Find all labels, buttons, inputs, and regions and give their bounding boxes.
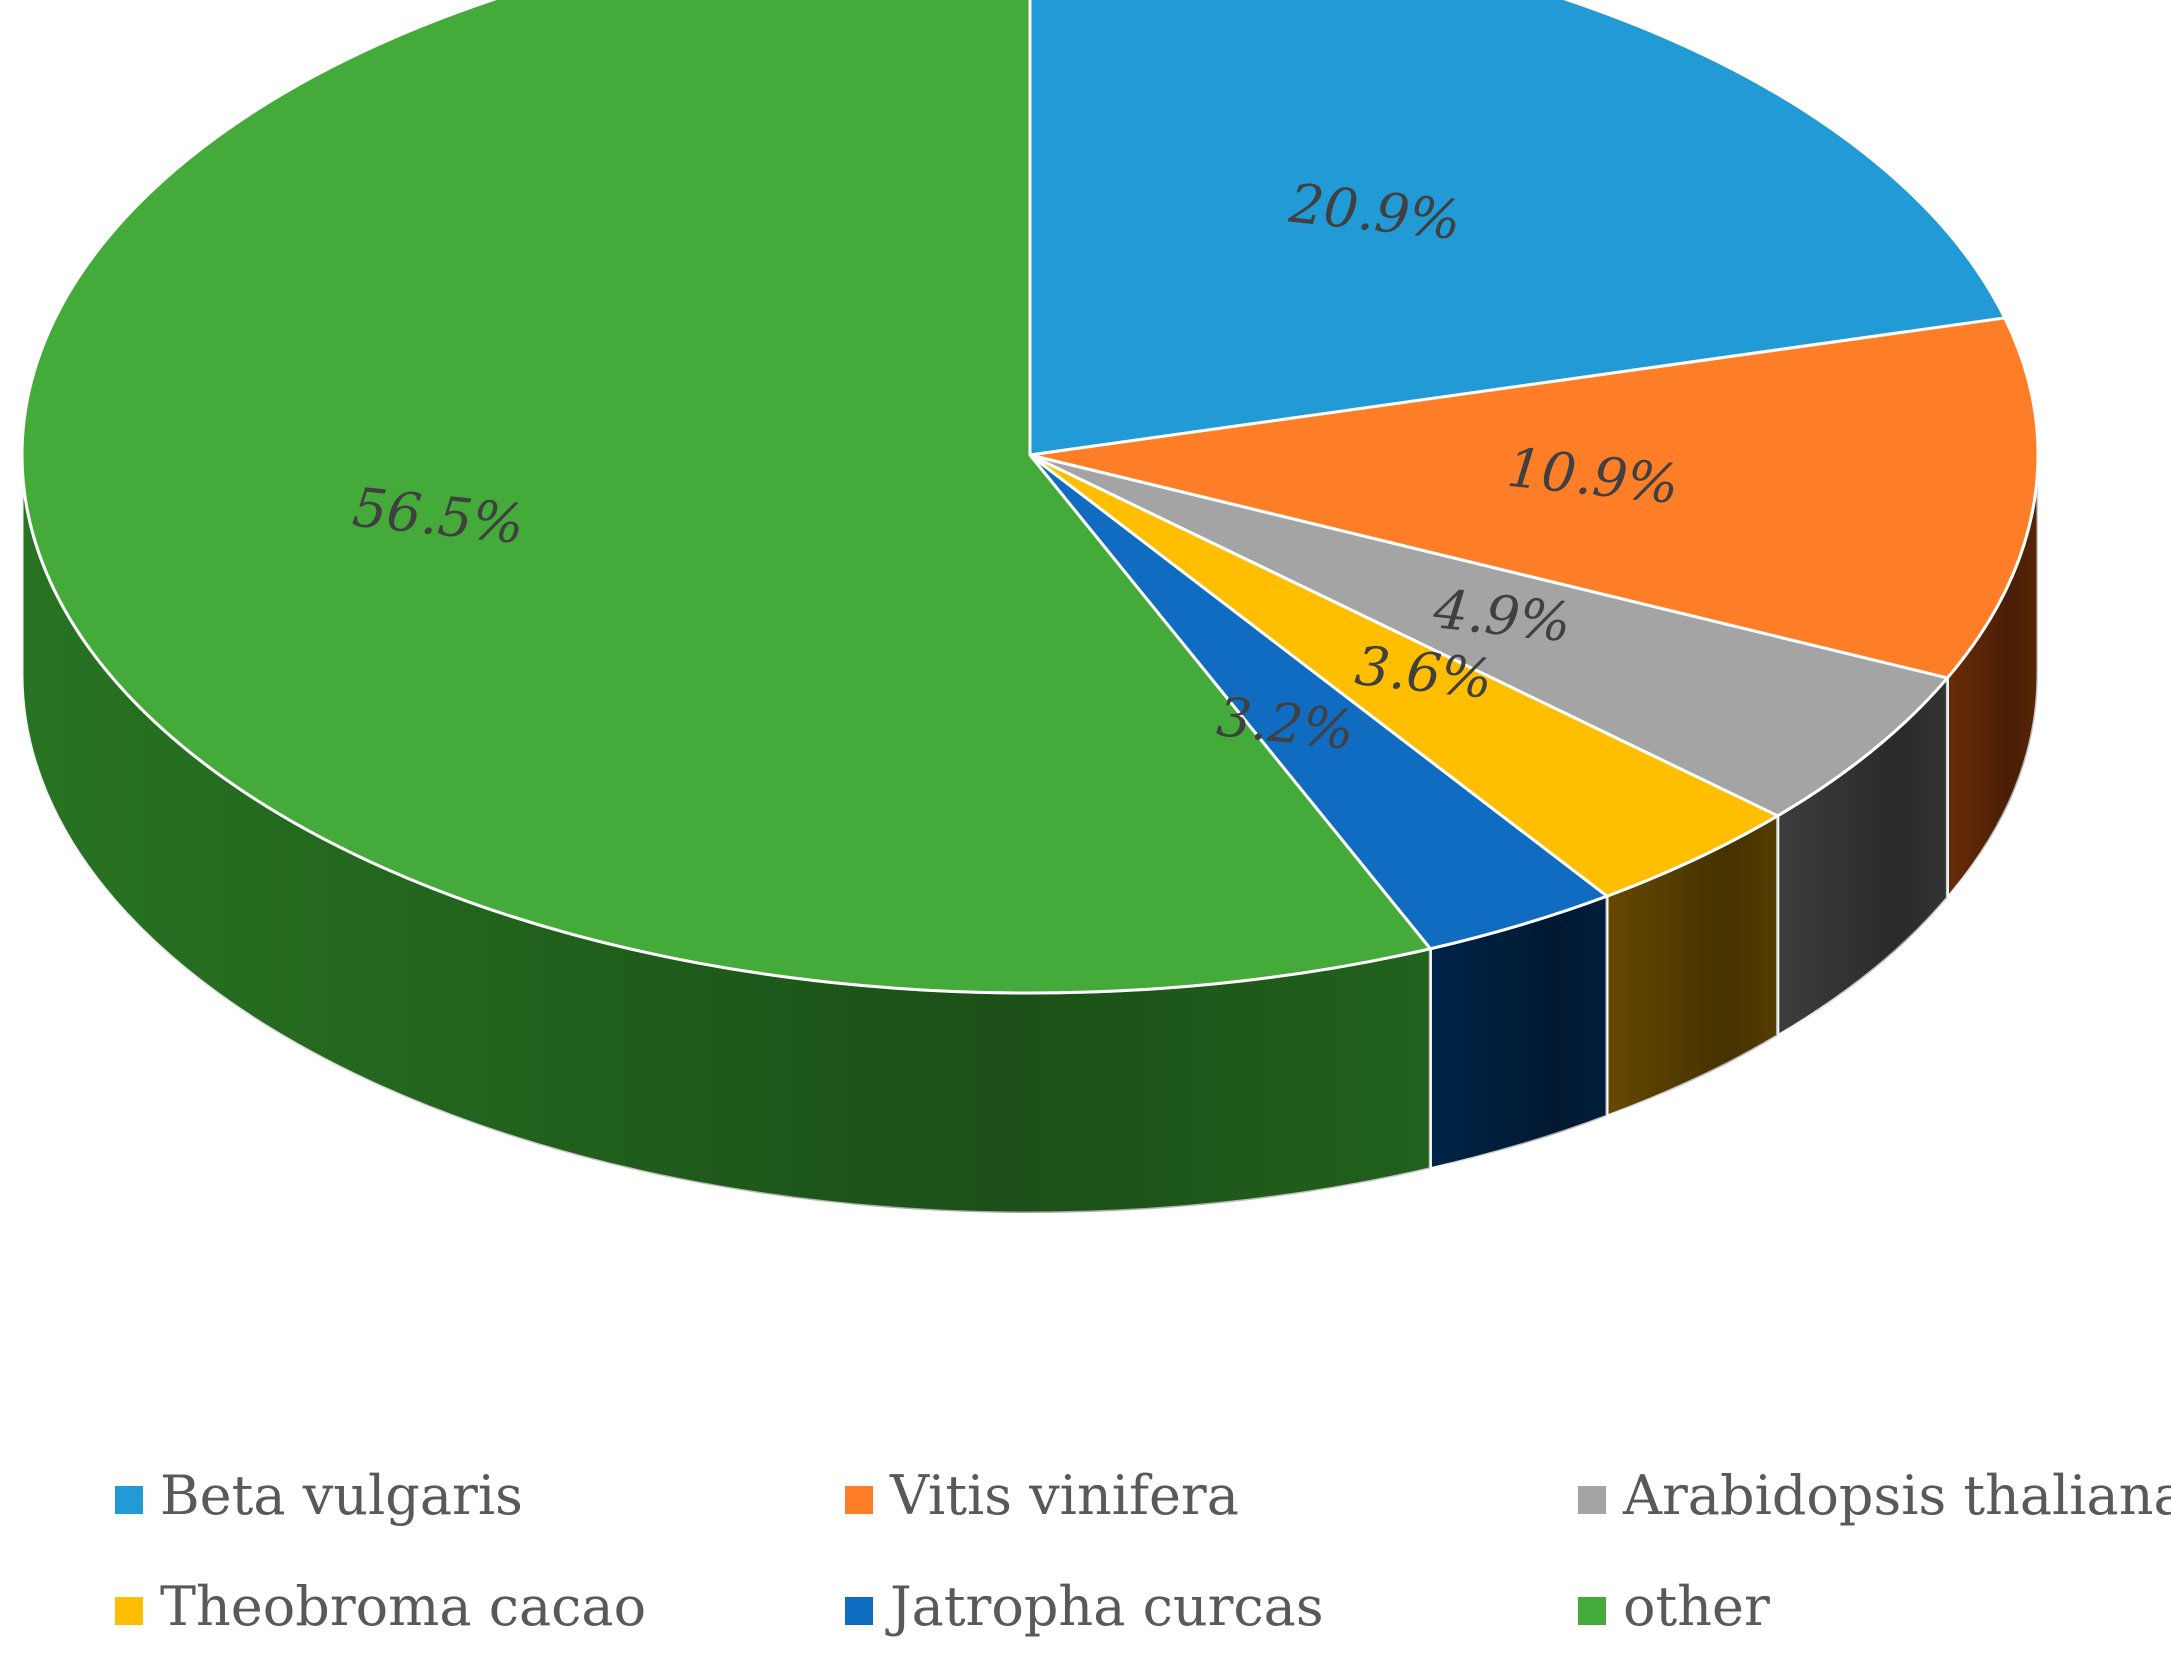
data-label-theobroma-cacao: 3.6% xyxy=(1352,634,1495,711)
legend-label-vitis-vinifera: Vitis vinifera xyxy=(889,1464,1239,1527)
legend-swatch-vitis-vinifera xyxy=(845,1486,873,1514)
legend-item-jatropha-curcas[interactable]: Jatropha curcas xyxy=(845,1575,1324,1638)
pie-side-shade-other xyxy=(22,455,1431,1213)
legend-swatch-beta-vulgaris xyxy=(115,1486,143,1514)
pie-side-shade-jatropha-curcas xyxy=(1430,896,1608,1169)
legend-swatch-arabidopsis-thaliana xyxy=(1578,1486,1606,1514)
legend-label-theobroma-cacao: Theobroma cacao xyxy=(160,1575,646,1638)
legend-swatch-other xyxy=(1578,1597,1606,1625)
pie-side-shade-arabidopsis-thaliana xyxy=(1777,677,1948,1036)
legend-item-arabidopsis-thaliana[interactable]: Arabidopsis thaliana xyxy=(1578,1464,2171,1527)
pie-slice-other[interactable] xyxy=(20,0,1432,995)
legend-item-beta-vulgaris[interactable]: Beta vulgaris xyxy=(115,1464,523,1527)
pie-slice-beta-vulgaris[interactable] xyxy=(1028,0,2007,457)
pie-tops xyxy=(20,0,2040,995)
legend-label-jatropha-curcas: Jatropha curcas xyxy=(885,1575,1324,1638)
pie-side-shade-theobroma-cacao xyxy=(1607,815,1778,1117)
legend-item-theobroma-cacao[interactable]: Theobroma cacao xyxy=(115,1575,646,1638)
legend-label-arabidopsis-thaliana: Arabidopsis thaliana xyxy=(1622,1464,2171,1527)
legend-swatch-theobroma-cacao xyxy=(115,1597,143,1625)
pie-sides xyxy=(20,454,2040,1215)
pie-side-shade-vitis-vinifera xyxy=(1947,455,2038,898)
legend-swatch-jatropha-curcas xyxy=(845,1597,873,1625)
pie-slice-theobroma-cacao[interactable] xyxy=(1028,453,1780,898)
data-label-arabidopsis-thaliana: 4.9% xyxy=(1430,577,1574,654)
legend-item-other[interactable]: other xyxy=(1578,1575,1770,1638)
legend: Beta vulgaris Vitis vinifera Arabidopsis t… xyxy=(115,1464,2171,1638)
legend-label-other: other xyxy=(1623,1575,1770,1638)
pie-slice-vitis-vinifera[interactable] xyxy=(1028,316,2040,680)
data-label-jatropha-curcas: 3.2% xyxy=(1214,685,1357,762)
legend-label-beta-vulgaris: Beta vulgaris xyxy=(160,1464,523,1527)
legend-item-vitis-vinifera[interactable]: Vitis vinifera xyxy=(845,1464,1239,1527)
pie-slice-arabidopsis-thaliana[interactable] xyxy=(1028,453,1949,818)
